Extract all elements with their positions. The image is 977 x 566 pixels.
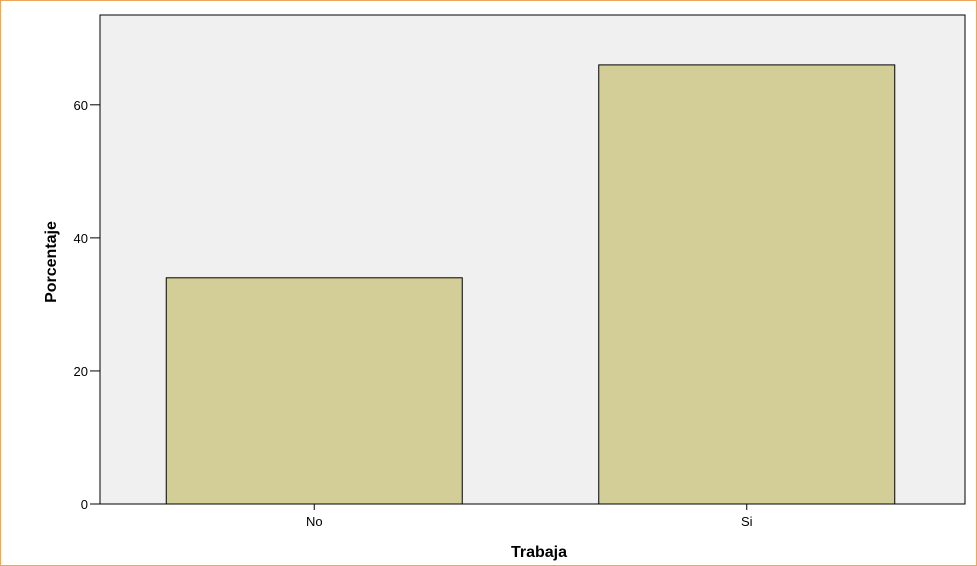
bar-no: [165, 277, 463, 505]
bar-si: [598, 64, 896, 505]
y-axis-title: Porcentaje: [43, 221, 60, 303]
y-tick-label: 60: [74, 98, 88, 113]
x-axis-ticks: No Si: [306, 504, 753, 529]
y-tick-label: 0: [81, 497, 88, 512]
x-tick-label: No: [306, 514, 323, 529]
x-tick-label: Si: [741, 514, 753, 529]
bars-group: [165, 64, 896, 505]
y-axis-ticks: 0 20 40 60: [74, 98, 100, 512]
y-tick-label: 40: [74, 231, 88, 246]
x-axis-title: Trabaja: [511, 544, 567, 561]
y-tick-label: 20: [74, 364, 88, 379]
